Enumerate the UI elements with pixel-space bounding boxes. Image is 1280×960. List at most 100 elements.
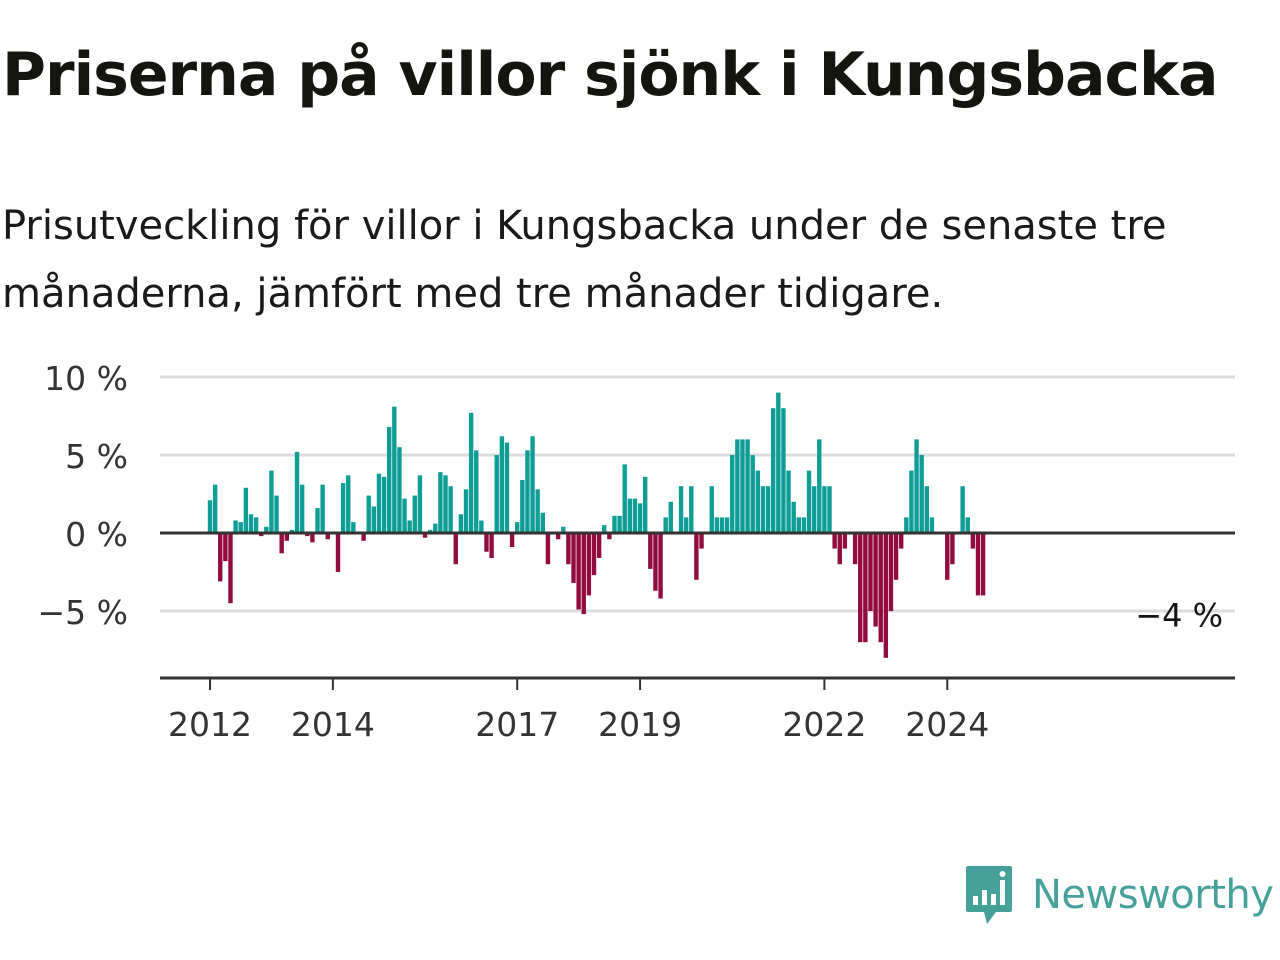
bar [683,517,689,533]
bar [632,498,638,533]
bar [402,498,407,533]
bar [346,475,351,533]
bar [392,406,397,533]
bar [325,533,330,540]
bar [822,486,827,533]
bar [591,533,597,576]
bar [863,533,868,643]
bar [381,476,387,533]
bar [228,533,233,604]
bar [888,533,894,611]
bar [612,515,617,533]
bar [980,533,986,596]
bar [586,533,592,596]
newsworthy-logo-icon [966,866,1012,924]
bar [858,533,863,643]
bar [596,533,602,558]
bar [243,487,249,533]
bar [678,486,684,533]
bar [566,533,571,565]
bar [750,455,755,533]
bar [351,522,356,533]
bar [699,533,704,549]
bar [581,533,586,615]
bar [289,529,295,533]
bar [791,501,796,533]
bar [545,533,551,565]
bar [264,526,269,533]
bar [489,533,494,558]
bar [479,520,484,533]
bar [535,489,540,533]
bar-chart: 10 % 5 % 0 % −5 % 2012 2014 2017 2019 2022 2024 −4… [38,359,1235,744]
bar [248,514,254,533]
bar [970,533,976,549]
bar [960,486,965,533]
bar [730,455,735,533]
bar [320,484,325,533]
bar [443,475,448,533]
bar [223,533,228,562]
bar [878,533,883,643]
bar [817,439,822,533]
bar [530,436,535,533]
bar [274,495,279,533]
bar [919,455,924,533]
bar [873,533,878,627]
bar [371,506,377,533]
bar [622,464,627,533]
bar [474,450,479,533]
bar [719,517,725,533]
bar [771,408,776,533]
bar [284,533,289,541]
bar [689,486,694,533]
bar [786,470,791,533]
bar [335,533,341,572]
bar [453,533,458,565]
bar [965,517,970,533]
bar [735,439,740,533]
bar [458,514,464,533]
bar [484,533,489,552]
bar [387,426,392,533]
bar [724,517,730,533]
bar [832,533,837,549]
bar [555,533,561,540]
bar [515,522,520,533]
bar [899,533,904,549]
bar [305,533,310,537]
y-tick-label: −5 % [38,593,129,632]
bar [438,472,443,533]
bar [218,533,223,582]
brand-name: Newsworthy [1032,872,1274,918]
bar [852,533,858,565]
x-tick-label: 2012 [168,705,252,744]
bar [448,486,453,533]
bar [427,529,433,533]
bar [975,533,981,596]
bar [740,439,745,533]
bar [714,517,720,533]
bar [607,533,612,540]
bar [310,533,315,543]
newsworthy-brand: Newsworthy [964,864,1274,926]
bar [602,525,607,533]
bar [648,533,653,569]
bar [653,533,658,591]
x-tick-label: 2022 [782,705,866,744]
bar [745,439,750,533]
bar [658,533,663,599]
bar [904,517,909,533]
bar [893,533,899,580]
bars [207,392,986,658]
bar [811,486,817,533]
bar [561,526,566,533]
bar [468,412,474,533]
chart-title: Priserna på villor sjönk i Kungsbacka [2,40,1218,110]
bar [842,533,848,549]
bar [212,484,218,533]
bar [755,470,761,533]
bar [776,392,781,533]
bar [207,500,213,533]
bar [253,517,259,533]
